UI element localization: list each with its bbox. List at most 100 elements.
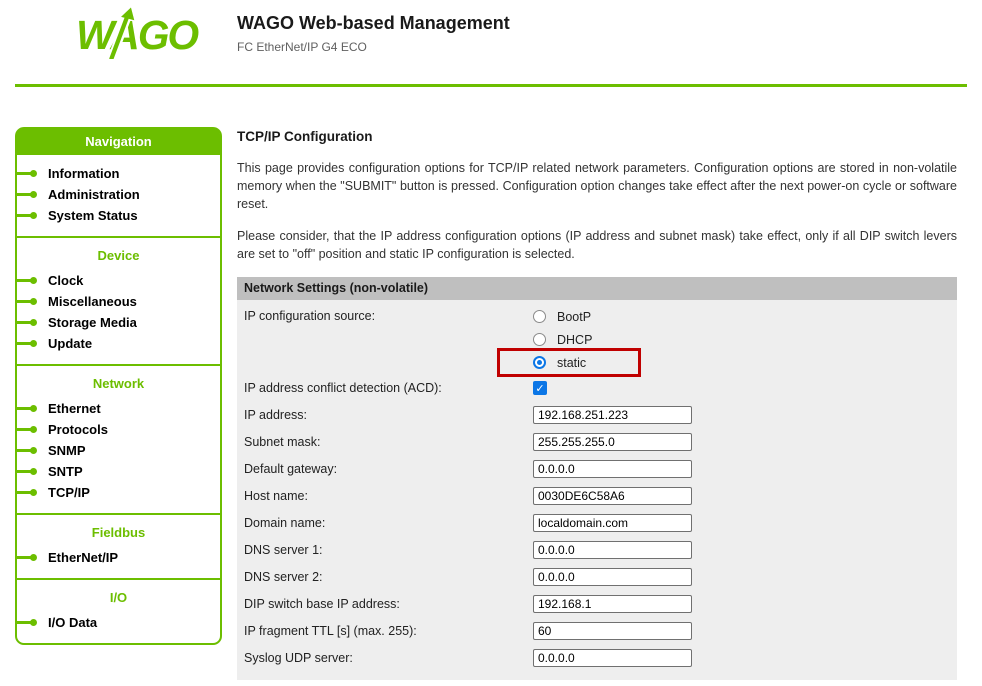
subnet-mask-input[interactable]	[533, 432, 692, 451]
sidebar-item-storage-media[interactable]: Storage Media	[15, 312, 220, 333]
acd-checkbox[interactable]: ✓	[533, 380, 547, 395]
bullet-icon	[15, 468, 37, 475]
field-label: Default gateway:	[244, 461, 338, 476]
bullet-icon	[15, 212, 37, 219]
app-subtitle: FC EtherNet/IP G4 ECO	[237, 40, 367, 54]
form-row-ip-address: IP address:	[237, 401, 957, 428]
bullet-icon	[15, 405, 37, 412]
form-row-host-name: Host name:	[237, 482, 957, 509]
radio-label: DHCP	[557, 332, 593, 347]
sidebar-item-administration[interactable]: Administration	[15, 184, 220, 205]
radio-option-bootp: BootP	[533, 305, 957, 328]
sidebar-item-label: SNTP	[48, 464, 83, 479]
domain-name-input[interactable]	[533, 513, 692, 532]
section-heading-fieldbus: Fieldbus	[91, 525, 146, 540]
bullet-icon	[15, 340, 37, 347]
sidebar-section-network: Network Ethernet Protocols SNMP SNTP TCP…	[15, 364, 220, 513]
header-divider	[15, 84, 967, 87]
form-row-domain-name: Domain name:	[237, 509, 957, 536]
bullet-icon	[15, 554, 37, 561]
sidebar-item-ethernetip[interactable]: EtherNet/IP	[15, 547, 220, 568]
field-label: DIP switch base IP address:	[244, 596, 400, 611]
intro-paragraph: This page provides configuration options…	[237, 161, 957, 211]
field-label: DNS server 2:	[244, 569, 323, 584]
bullet-icon	[15, 170, 37, 177]
sidebar-item-label: System Status	[48, 208, 138, 223]
main-content: TCP/IP Configuration This page provides …	[237, 127, 957, 686]
radio-label: BootP	[557, 309, 592, 324]
form-row-ip-fragment-ttl: IP fragment TTL [s] (max. 255):	[237, 617, 957, 644]
wago-logo-text: WAGO	[78, 12, 199, 58]
ip-address-input[interactable]	[533, 405, 692, 424]
field-label: Domain name:	[244, 515, 326, 530]
field-label: IP address:	[244, 407, 308, 422]
ip-fragment-ttl-input[interactable]	[533, 621, 692, 640]
field-label: IP fragment TTL [s] (max. 255):	[244, 623, 417, 638]
sidebar-item-clock[interactable]: Clock	[15, 270, 220, 291]
sidebar-navigation: Navigation Information Administration Sy…	[15, 127, 222, 645]
network-settings-table: Network Settings (non-volatile) IP confi…	[237, 277, 957, 680]
bullet-icon	[15, 191, 37, 198]
sidebar-item-label: Clock	[48, 273, 84, 288]
form-row-syslog-udp-server: Syslog UDP server:	[237, 644, 957, 671]
sidebar-section-general: Information Administration System Status	[15, 155, 220, 236]
dhcp-radio[interactable]	[533, 333, 546, 346]
sidebar-item-ethernet[interactable]: Ethernet	[15, 398, 220, 419]
syslog-udp-server-input[interactable]	[533, 648, 692, 667]
dns-server-2-input[interactable]	[533, 567, 692, 586]
sidebar-item-update[interactable]: Update	[15, 333, 220, 354]
bullet-icon	[15, 447, 37, 454]
ip-config-source-row: IP configuration source: BootP DHCP	[237, 305, 957, 377]
form-row-subnet-mask: Subnet mask:	[237, 428, 957, 455]
bullet-icon	[15, 277, 37, 284]
host-name-input[interactable]	[533, 486, 692, 505]
sidebar-item-label: Ethernet	[48, 401, 101, 416]
bullet-icon	[15, 319, 37, 326]
field-label: Syslog UDP server:	[244, 650, 353, 665]
table-header: Network Settings (non-volatile)	[237, 277, 957, 300]
sidebar-item-label: Administration	[48, 187, 140, 202]
static-radio[interactable]	[533, 356, 546, 369]
field-label: DNS server 1:	[244, 542, 323, 557]
sidebar-item-label: SNMP	[48, 443, 86, 458]
sidebar-title: Navigation	[17, 129, 220, 155]
page-title: TCP/IP Configuration	[237, 129, 373, 144]
default-gateway-input[interactable]	[533, 459, 692, 478]
sidebar-item-label: TCP/IP	[48, 485, 90, 500]
bootp-radio[interactable]	[533, 310, 546, 323]
sidebar-item-system-status[interactable]: System Status	[15, 205, 220, 226]
ip-config-source-options: BootP DHCP static	[497, 305, 957, 377]
bullet-icon	[15, 426, 37, 433]
field-label: IP configuration source:	[244, 309, 376, 323]
bullet-icon	[15, 489, 37, 496]
sidebar-item-label: Protocols	[48, 422, 108, 437]
sidebar-item-miscellaneous[interactable]: Miscellaneous	[15, 291, 220, 312]
sidebar-item-label: Storage Media	[48, 315, 137, 330]
acd-row: IP address conflict detection (ACD): ✓	[237, 374, 957, 401]
sidebar-item-label: I/O Data	[48, 615, 98, 630]
table-body: IP configuration source: BootP DHCP	[237, 300, 957, 680]
bullet-icon	[15, 298, 37, 305]
radio-option-static: static	[497, 348, 957, 377]
sidebar-item-io-data[interactable]: I/O Data	[15, 612, 220, 633]
sidebar-section-device: Device Clock Miscellaneous Storage Media…	[15, 236, 220, 364]
sidebar-section-io: I/O I/O Data	[15, 578, 220, 643]
dns-server-1-input[interactable]	[533, 540, 692, 559]
form-row-dip-switch-base-ip: DIP switch base IP address:	[237, 590, 957, 617]
sidebar-item-tcpip[interactable]: TCP/IP	[15, 482, 220, 503]
sidebar-item-label: EtherNet/IP	[48, 550, 119, 565]
radio-option-dhcp: DHCP	[533, 328, 957, 351]
sidebar-item-sntp[interactable]: SNTP	[15, 461, 220, 482]
sidebar-item-snmp[interactable]: SNMP	[15, 440, 220, 461]
form-row-default-gateway: Default gateway:	[237, 455, 957, 482]
section-heading-network: Network	[92, 376, 145, 391]
form-row-dns-server-2: DNS server 2:	[237, 563, 957, 590]
sidebar-item-protocols[interactable]: Protocols	[15, 419, 220, 440]
sidebar-section-fieldbus: Fieldbus EtherNet/IP	[15, 513, 220, 578]
section-heading-io: I/O	[109, 590, 128, 605]
sidebar-item-information[interactable]: Information	[15, 163, 220, 184]
logo-arrow-icon	[108, 7, 135, 61]
bullet-icon	[15, 619, 37, 626]
dip-switch-base-ip-input[interactable]	[533, 594, 692, 613]
